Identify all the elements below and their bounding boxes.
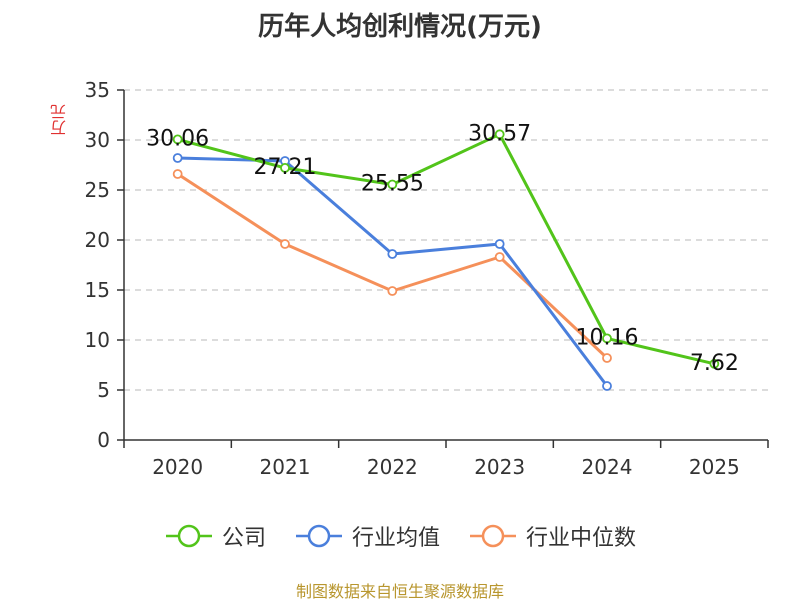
data-label: 25.55	[361, 172, 424, 197]
series-line-公司	[177, 132, 715, 366]
source-note: 制图数据来自恒生聚源数据库	[295, 582, 504, 601]
data-point	[494, 129, 505, 140]
series-line-行业中位数	[176, 172, 609, 360]
data-point	[172, 169, 183, 179]
y-tick-label: 35	[85, 78, 110, 102]
data-point	[494, 252, 505, 262]
data-label: 30.06	[146, 126, 209, 151]
data-label: 30.57	[468, 121, 531, 146]
grid-lines	[124, 89, 768, 391]
legend-label: 行业中位数	[526, 526, 637, 551]
legend-line-circle-icon	[165, 524, 212, 548]
legend-label: 行业均值	[351, 526, 440, 551]
x-tick-label: 2023	[474, 455, 525, 479]
y-tick-label: 25	[85, 178, 110, 202]
data-label: 7.62	[690, 351, 739, 376]
legend-item[interactable]: 公司	[164, 520, 266, 552]
x-tick-label: 2024	[582, 455, 633, 479]
data-labels: 30.06 27.21 25.55 30.57 10.16 7.62	[146, 121, 739, 375]
data-point	[387, 249, 398, 259]
legend: 公司 行业均值 行业中位数	[0, 520, 800, 552]
data-point	[602, 333, 612, 344]
x-tick-label: 2022	[367, 455, 418, 479]
y-tick-label: 15	[85, 278, 110, 302]
series-group	[172, 129, 720, 391]
x-tick-label: 2020	[152, 455, 203, 479]
data-point	[709, 358, 720, 369]
data-point	[172, 134, 183, 145]
legend-line-circle-icon	[470, 524, 516, 548]
data-point	[280, 162, 290, 173]
legend-item[interactable]: 行业均值	[294, 520, 440, 552]
data-point	[602, 381, 612, 391]
y-tick-label: 0	[97, 428, 110, 452]
y-tick-label: 5	[97, 378, 110, 402]
legend-label: 公司	[221, 526, 266, 551]
data-label: 27.21	[254, 155, 317, 180]
data-point	[494, 239, 505, 249]
legend-item[interactable]: 行业中位数	[468, 520, 636, 552]
data-point	[387, 179, 398, 190]
x-tick-label: 2021	[260, 455, 311, 479]
data-point	[387, 286, 398, 296]
chart-title: 历年人均创利情况(万元)	[258, 12, 542, 42]
legend-line-circle-icon	[295, 524, 342, 548]
data-point	[602, 353, 612, 363]
y-tick-label: 20	[85, 228, 110, 252]
data-point	[172, 153, 183, 163]
data-point	[280, 239, 290, 249]
y-tick-label: 10	[85, 328, 110, 352]
y-tick-label: 30	[85, 128, 110, 152]
x-tick-label: 2025	[689, 455, 740, 479]
data-label: 10.16	[576, 325, 639, 350]
